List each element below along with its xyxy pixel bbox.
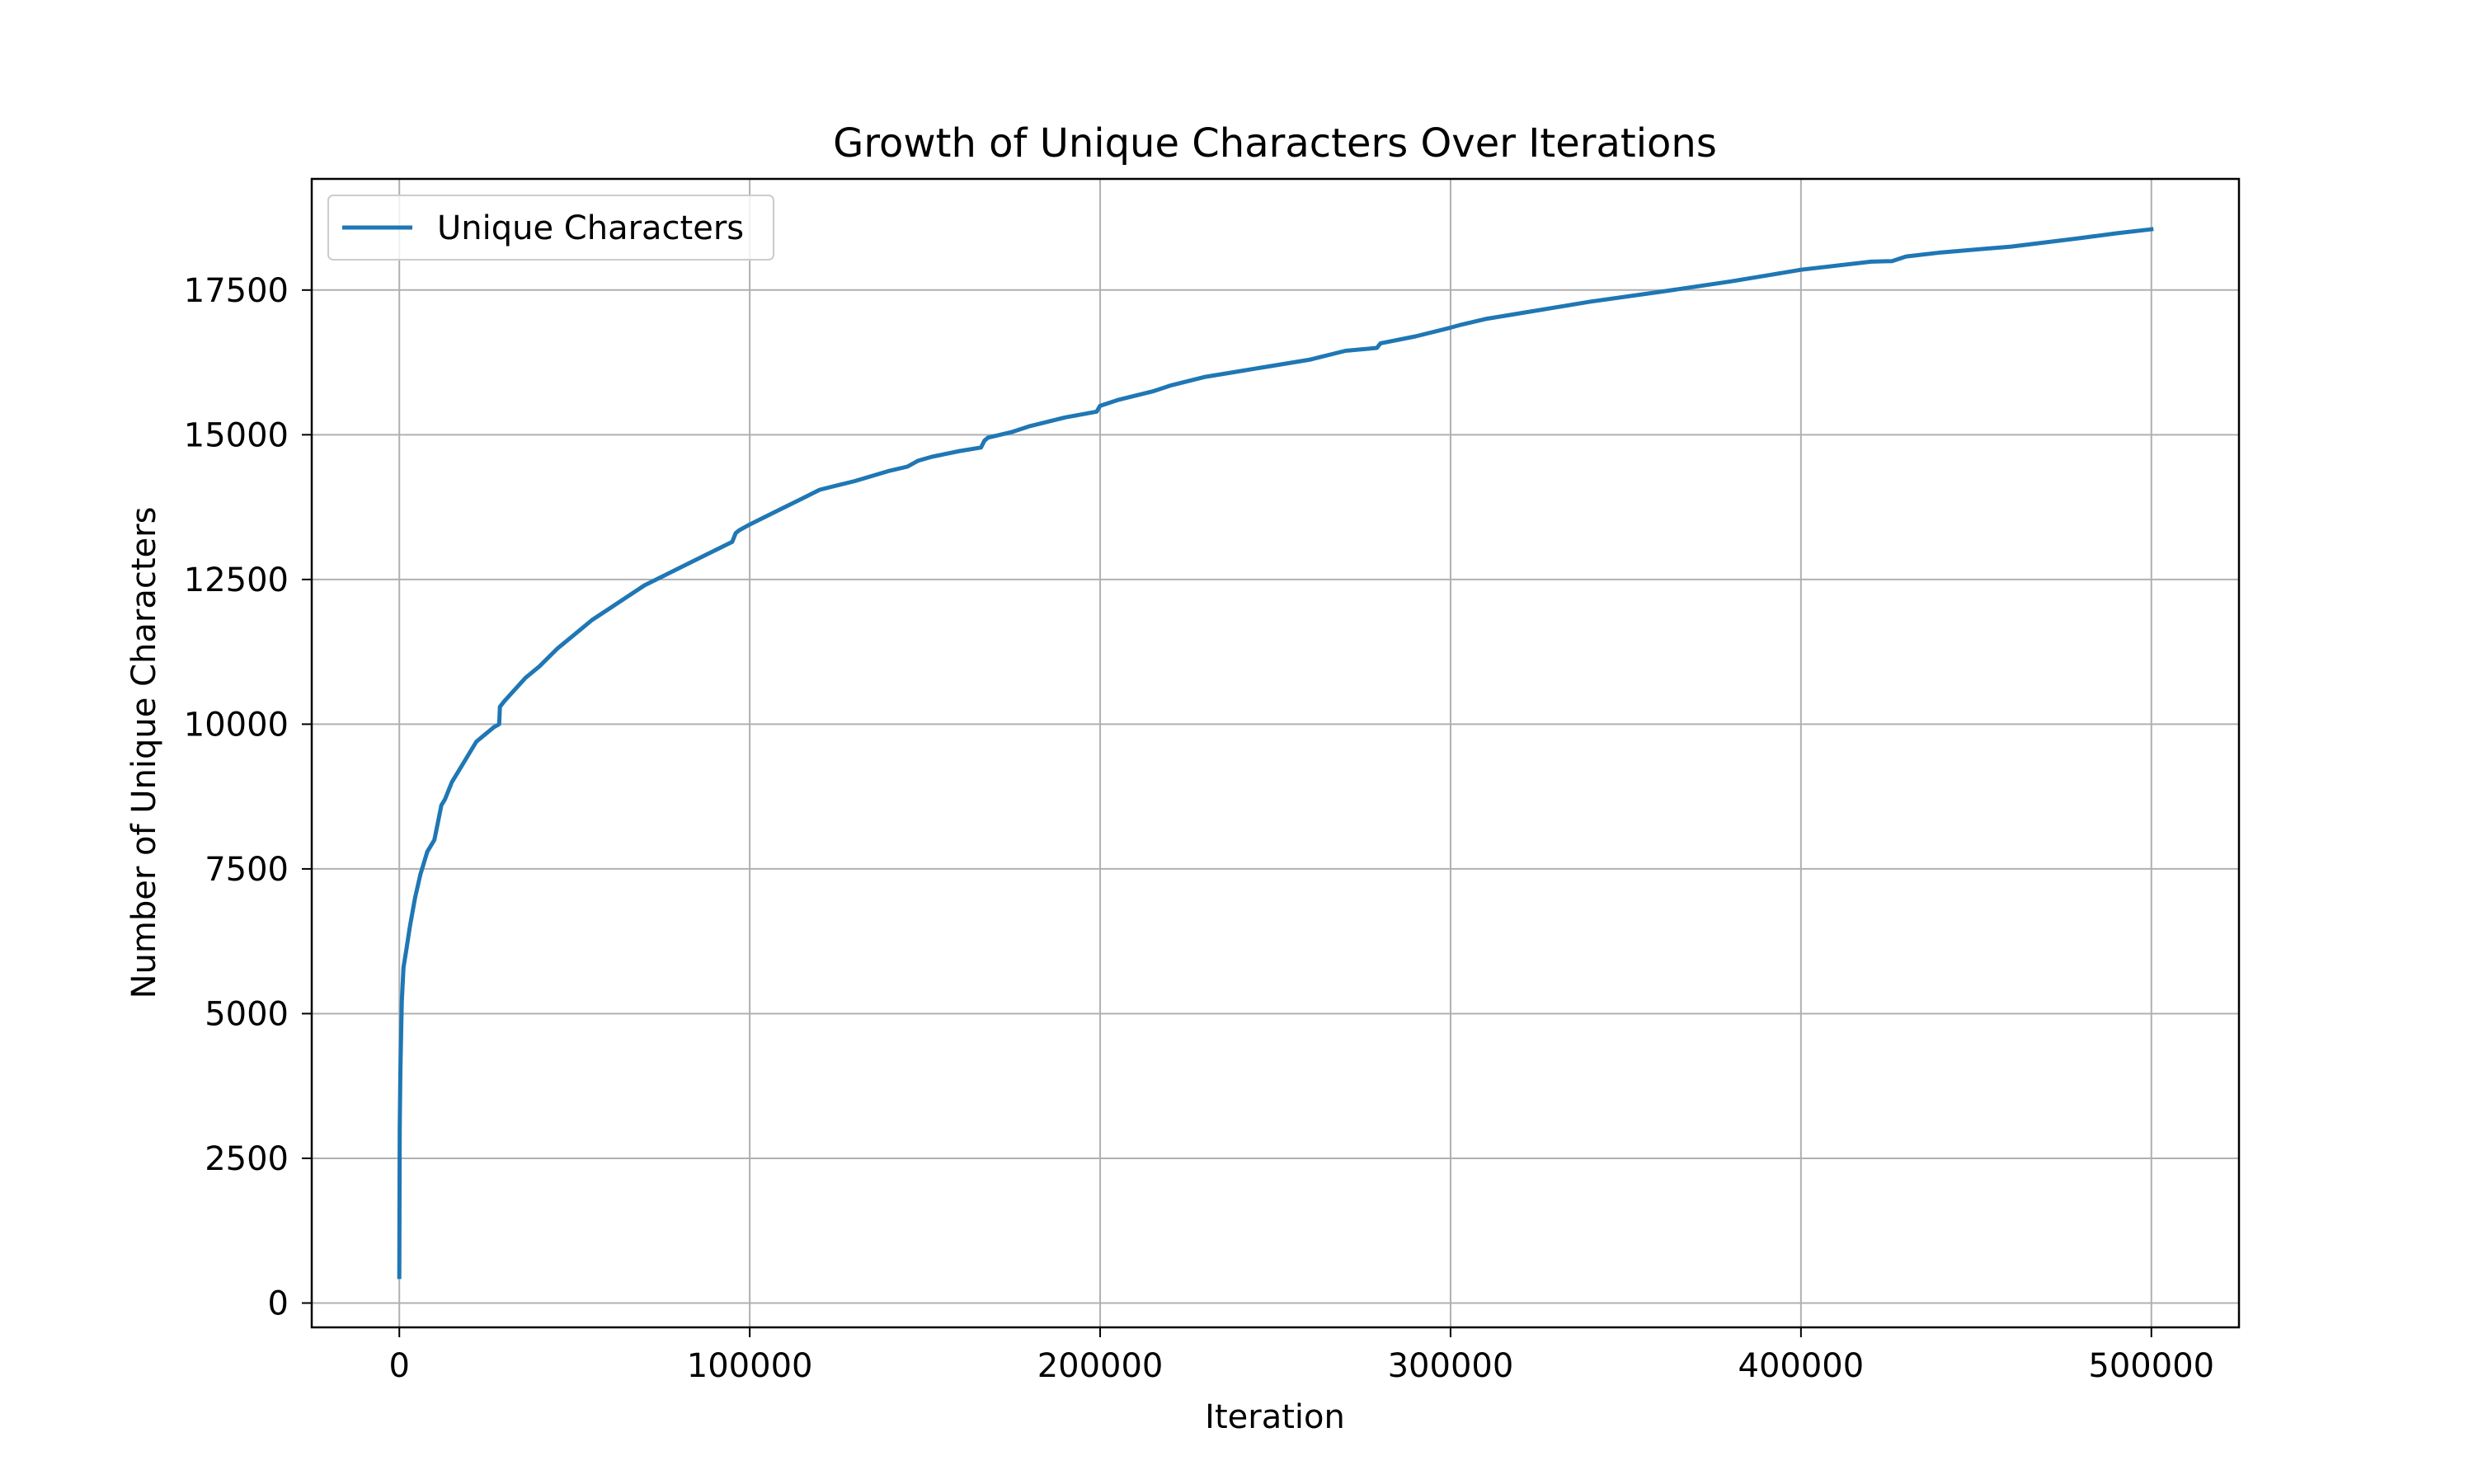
x-tick-label: 0 — [389, 1347, 410, 1385]
legend-label: Unique Characters — [437, 209, 744, 247]
x-tick-label: 200000 — [1037, 1347, 1164, 1385]
legend: Unique Characters — [327, 195, 774, 261]
series-group — [397, 227, 2154, 1280]
plot-frame — [310, 177, 2241, 1329]
y-tick-label: 10000 — [184, 706, 289, 744]
x-tick-label: 300000 — [1388, 1347, 1514, 1385]
y-tick-label: 2500 — [205, 1140, 289, 1178]
y-tick-label: 0 — [268, 1285, 289, 1323]
grid-lines — [312, 179, 2239, 1327]
y-tick-label: 7500 — [205, 851, 289, 889]
y-tick-label: 5000 — [205, 995, 289, 1033]
y-axis-label: Number of Unique Characters — [125, 507, 163, 999]
chart-title: Growth of Unique Characters Over Iterati… — [833, 120, 1717, 167]
x-axis-label: Iteration — [1205, 1398, 1345, 1436]
x-tick-label: 400000 — [1738, 1347, 1865, 1385]
axis-ticks: 0 100000 200000 300000 400000 500000 0 2500 5000… — [184, 272, 2214, 1385]
series-line-unique-characters — [397, 227, 2154, 1280]
legend-box — [327, 195, 774, 261]
y-tick-label: 12500 — [184, 561, 289, 599]
y-tick-label: 17500 — [184, 272, 289, 310]
y-tick-label: 15000 — [184, 416, 289, 454]
plot-area — [312, 179, 2239, 1327]
x-tick-label: 500000 — [2088, 1347, 2214, 1385]
x-tick-label: 100000 — [687, 1347, 813, 1385]
